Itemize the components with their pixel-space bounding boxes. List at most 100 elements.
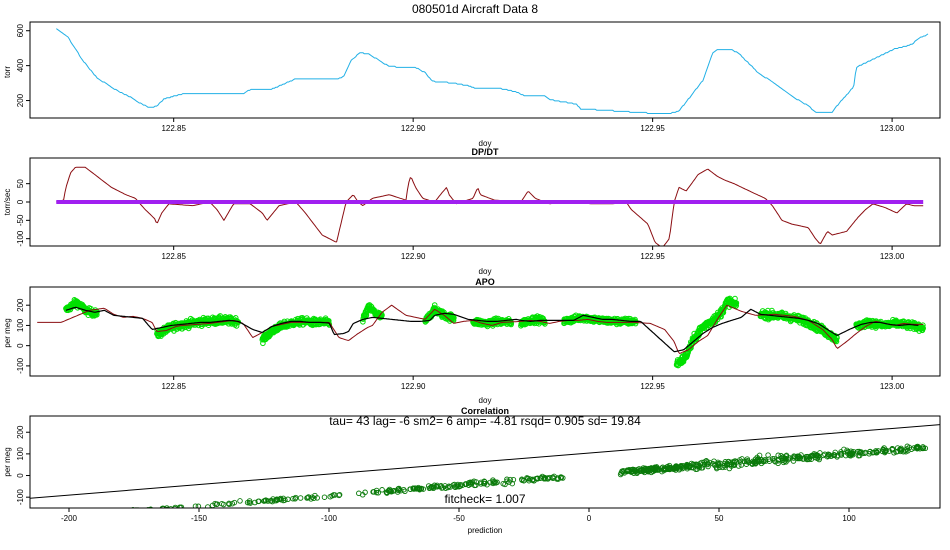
correlation-point bbox=[285, 496, 291, 503]
panel-correlation-xlabel: prediction bbox=[468, 526, 503, 535]
correlation-point bbox=[467, 479, 474, 486]
apo-series-line-0 bbox=[37, 304, 924, 354]
correlation-point bbox=[178, 504, 185, 508]
correlation-point bbox=[164, 505, 170, 508]
correlation-point bbox=[237, 498, 243, 504]
correlation-point bbox=[738, 462, 745, 468]
dpdt-marks bbox=[56, 166, 924, 246]
correlation-point bbox=[292, 494, 299, 501]
correlation-point bbox=[336, 492, 342, 499]
correlation-point bbox=[220, 501, 227, 508]
correlation-point bbox=[119, 512, 124, 517]
correlation-xtick-label: -200 bbox=[61, 514, 78, 523]
panel-pressure-plot: 122.85 122.90 122.95 123.00 200 400 600 bbox=[16, 21, 941, 133]
correlation-ytick-label: -100 bbox=[16, 489, 25, 506]
panel-correlation-subtitle: tau= 43 lag= -6 sm2= 6 amp= -4.81 rsqd= … bbox=[329, 414, 641, 428]
correlation-point bbox=[100, 513, 105, 518]
correlation-point bbox=[756, 452, 763, 459]
correlation-point bbox=[78, 513, 83, 518]
correlation-point bbox=[722, 459, 729, 465]
correlation-point bbox=[321, 494, 328, 500]
correlation-point bbox=[530, 476, 536, 483]
apo-xtick-label: 122.85 bbox=[161, 382, 186, 391]
correlation-point bbox=[796, 453, 803, 460]
correlation-point bbox=[192, 503, 199, 508]
correlation-point bbox=[407, 486, 413, 492]
correlation-point bbox=[309, 494, 315, 500]
apo-ytick-label: -100 bbox=[16, 357, 25, 374]
correlation-point bbox=[675, 464, 681, 470]
dpdt-xtick-label: 123.00 bbox=[880, 252, 905, 261]
correlation-point bbox=[857, 450, 863, 456]
correlation-point bbox=[798, 452, 804, 458]
correlation-point bbox=[252, 499, 258, 506]
correlation-point bbox=[140, 507, 143, 508]
correlation-point bbox=[826, 452, 833, 458]
panel-apo-plot: 122.85 122.90 122.95 123.00 -100 0 100 200 bbox=[16, 286, 941, 391]
correlation-point bbox=[631, 470, 637, 476]
correlation-point bbox=[413, 485, 420, 492]
correlation-xtick-label: 0 bbox=[587, 514, 592, 523]
correlation-point bbox=[165, 506, 170, 508]
correlation-point bbox=[336, 491, 343, 498]
correlation-point bbox=[462, 481, 469, 487]
apo-xtick-label: 123.00 bbox=[880, 382, 905, 391]
correlation-point bbox=[846, 452, 852, 458]
correlation-point bbox=[265, 498, 271, 504]
correlation-point bbox=[744, 456, 751, 462]
correlation-point bbox=[735, 463, 742, 469]
correlation-point bbox=[107, 511, 112, 516]
correlation-point bbox=[673, 464, 679, 470]
correlation-point bbox=[290, 495, 296, 502]
correlation-point bbox=[103, 510, 108, 515]
correlation-point bbox=[493, 480, 499, 486]
correlation-point bbox=[509, 480, 516, 487]
apo-marks bbox=[37, 295, 927, 369]
panel-dpdt-title: DP/DT bbox=[472, 147, 500, 157]
correlation-point bbox=[131, 509, 136, 514]
correlation-point bbox=[113, 511, 118, 516]
apo-plot-frame bbox=[29, 286, 941, 377]
dpdt-series-line-0 bbox=[56, 166, 924, 246]
correlation-xtick-label: -150 bbox=[191, 514, 208, 523]
correlation-point bbox=[131, 509, 136, 514]
correlation-point bbox=[658, 465, 665, 471]
correlation-point bbox=[714, 464, 720, 471]
correlation-xtick-label: -50 bbox=[453, 514, 465, 523]
correlation-point bbox=[139, 509, 144, 514]
correlation-point bbox=[795, 455, 801, 461]
correlation-point bbox=[81, 513, 86, 518]
correlation-point bbox=[641, 469, 648, 476]
correlation-point bbox=[91, 513, 96, 518]
correlation-point bbox=[506, 479, 512, 485]
correlation-point bbox=[624, 467, 630, 474]
correlation-point bbox=[510, 476, 517, 483]
dpdt-xtick-label: 122.95 bbox=[640, 252, 665, 261]
correlation-point bbox=[634, 466, 640, 473]
dpdt-ytick-label: -100 bbox=[16, 230, 25, 247]
apo-ytick-label: 0 bbox=[16, 343, 25, 348]
panel-correlation: Correlation -200 -150 -100 -50 0 50 100 -100 0 10… bbox=[3, 406, 941, 535]
correlation-point bbox=[893, 449, 899, 455]
correlation-point bbox=[108, 510, 113, 515]
correlation-point bbox=[825, 451, 832, 457]
correlation-point bbox=[780, 455, 787, 462]
correlation-point bbox=[229, 500, 236, 507]
correlation-point bbox=[531, 478, 537, 484]
correlation-point bbox=[541, 475, 547, 481]
correlation-point bbox=[437, 483, 444, 490]
correlation-point bbox=[465, 482, 472, 488]
correlation-point bbox=[490, 480, 496, 487]
correlation-ytick-label: 0 bbox=[16, 473, 25, 478]
correlation-point bbox=[434, 484, 440, 490]
correlation-point bbox=[484, 481, 490, 488]
correlation-point bbox=[195, 503, 202, 508]
correlation-point bbox=[898, 445, 904, 452]
correlation-point bbox=[143, 509, 148, 514]
pressure-xtick-label: 122.90 bbox=[401, 124, 426, 133]
correlation-point bbox=[430, 484, 437, 490]
correlation-point bbox=[93, 513, 98, 518]
correlation-point bbox=[148, 506, 154, 508]
correlation-point bbox=[133, 510, 138, 515]
